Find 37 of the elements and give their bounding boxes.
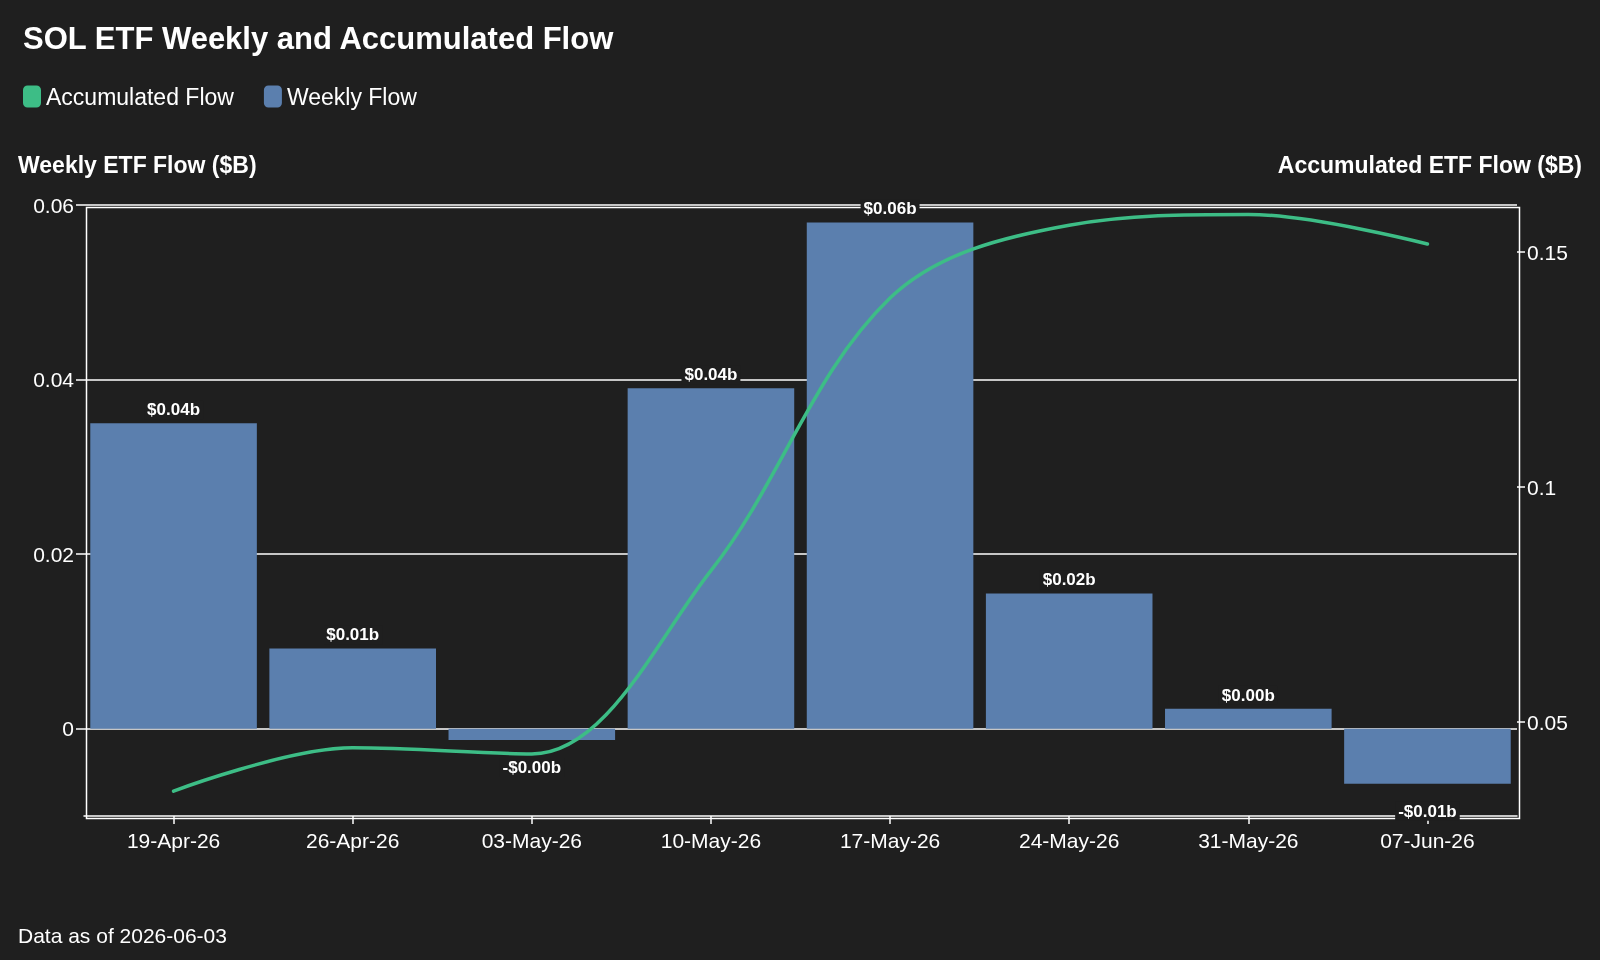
chart-title: SOL ETF Weekly and Accumulated Flow [23,21,615,56]
x-tick-label: 07-Jun-26 [1380,829,1475,852]
bar [90,423,257,729]
y-tick-label: 0.04 [33,368,75,392]
text: Data as of 2026-06-03 [18,924,227,947]
x-tick-label: 03-May-26 [481,829,583,852]
data-label: $0.04b [684,365,738,385]
y-tick-label: 0 [62,717,74,741]
bar [448,728,616,741]
y-tick-label: 0.02 [33,542,74,566]
bar [985,593,1153,729]
bar [1165,708,1332,729]
x-tick-label: 17-May-26 [839,829,941,852]
x-tick-label: 19-Apr-26 [126,829,221,852]
x-tick-label: 10-May-26 [660,829,762,852]
y2-tick-label: 0.05 [1527,710,1568,734]
x-tick-label: 24-May-26 [1018,829,1120,852]
data-label: $0.06b [863,199,917,219]
data-label: $0.01b [326,625,380,645]
bar [269,648,436,729]
y2-tick-label: 0.1 [1527,475,1557,499]
y2-tick-label: 0.15 [1527,240,1568,264]
x-tick-label: 26-Apr-26 [305,829,400,852]
legend-label: Accumulated Flow [46,83,235,110]
data-label: $0.04b [147,400,201,420]
data-label: $0.02b [1042,570,1096,590]
y-axis-title: Weekly ETF Flow ($B) [18,151,257,178]
data-label: $0.00b [1221,685,1275,705]
legend-label: Weekly Flow [286,83,418,110]
data-label: -$0.00b [502,758,562,778]
bar [1344,728,1511,784]
x-tick-label: 31-May-26 [1198,829,1299,852]
bar [627,388,795,729]
bar [806,222,974,729]
y-tick-label: 0.06 [33,193,74,217]
y2-axis-title: Accumulated ETF Flow ($B) [1277,151,1583,178]
data-label: -$0.01b [1398,801,1457,821]
